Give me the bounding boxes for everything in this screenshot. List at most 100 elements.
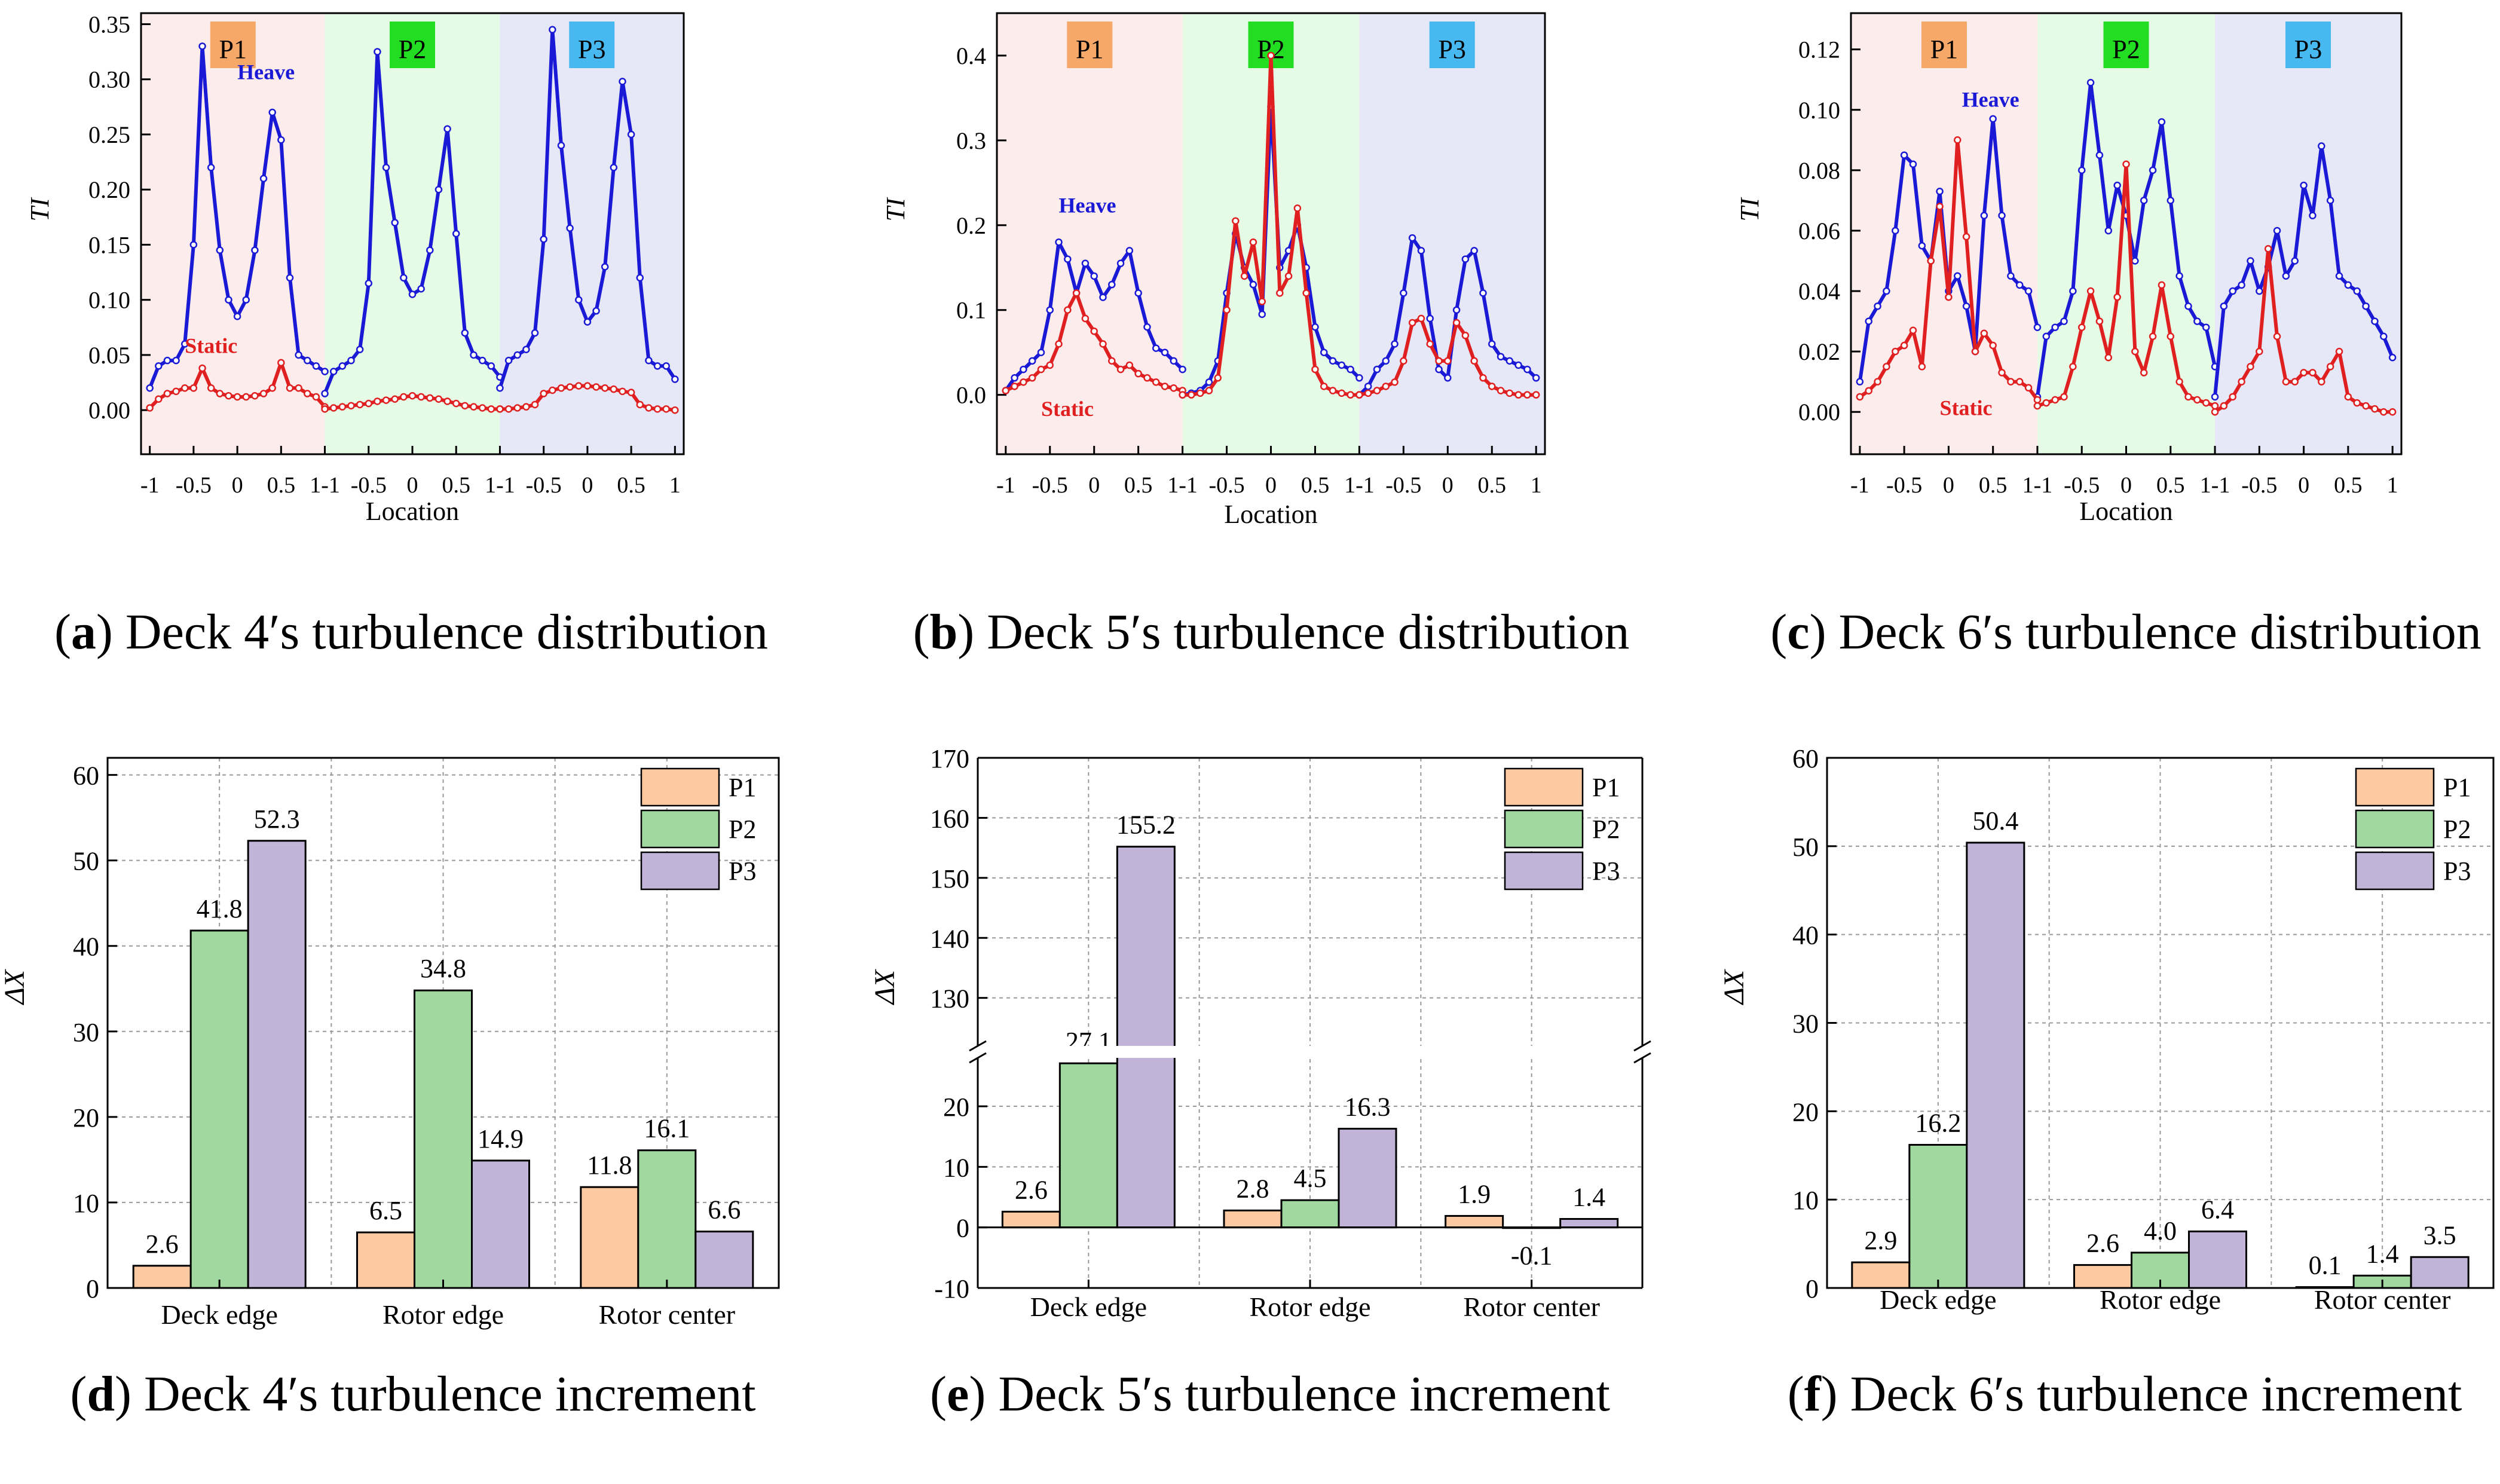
section-band-p2	[2037, 13, 2216, 454]
static-data-point	[1927, 257, 1935, 265]
static-data-point	[2326, 363, 2334, 371]
y-tick-label: 50	[1792, 833, 1819, 862]
static-data-point	[391, 395, 399, 403]
static-data-point	[2309, 369, 2317, 377]
static-data-point	[1090, 327, 1098, 335]
heave-data-point	[1108, 280, 1116, 289]
x-tick-label: 1-1	[485, 473, 515, 498]
bar-p1-deck-edge	[132, 1265, 192, 1289]
heave-data-point	[2202, 323, 2210, 331]
heave-data-point	[2113, 181, 2121, 189]
heave-data-point	[1426, 314, 1434, 323]
x-tick-label: 0.5	[1979, 473, 2008, 498]
y-tick-label: 0.00	[1798, 399, 1840, 426]
static-data-point	[2353, 399, 2361, 407]
heave-data-point	[2104, 227, 2113, 235]
bar-value-label: 16.2	[1915, 1109, 1961, 1138]
y-tick-label: 60	[1792, 744, 1819, 773]
bar-value-label: 2.6	[146, 1229, 179, 1259]
x-axis-label: Location	[1224, 500, 1317, 529]
x-tick-label: -1	[140, 473, 160, 498]
heave-data-point	[531, 329, 539, 337]
bar-panel-f: 0 10 20 30 40 50 60 2.9 16.2 50.4 Deck edge 2.6 4.0 6…	[1718, 744, 2495, 1422]
caption-open-paren: (	[1770, 604, 1787, 660]
static-data-point	[1320, 383, 1328, 390]
bar-p3-rotor-center	[694, 1231, 754, 1289]
static-data-point	[1338, 389, 1346, 397]
static-data-point	[2175, 378, 2183, 385]
section-band-p1	[141, 13, 325, 454]
y-tick-label: 0.4	[956, 42, 986, 69]
static-data-point	[1179, 391, 1186, 399]
y-tick-label: 0.0	[956, 382, 986, 409]
static-data-point	[1152, 378, 1160, 386]
heave-data-point	[408, 290, 417, 298]
axis-break-mark	[1633, 1040, 1651, 1052]
caption-close-paren: )	[96, 604, 113, 660]
bar-value-label: 16.3	[1345, 1093, 1391, 1122]
heave-data-point	[1417, 247, 1425, 255]
static-data-point	[155, 395, 163, 403]
y-tick-label: 0	[1806, 1274, 1819, 1304]
x-tick-label: 0.5	[617, 473, 645, 498]
y-axis-label: ΔX	[869, 969, 901, 1005]
heave-series-label: Heave	[1059, 194, 1116, 218]
heave-data-point	[1258, 310, 1266, 319]
static-data-point	[216, 390, 224, 397]
heave-data-point	[189, 241, 198, 249]
bar-value-label: 50.4	[1972, 806, 2018, 836]
static-data-point	[1900, 341, 1908, 350]
x-tick-label: 0	[1442, 473, 1454, 498]
static-data-point	[1205, 387, 1213, 394]
static-data-point	[1382, 383, 1390, 390]
caption-close-paren: )	[969, 1366, 986, 1422]
heave-data-point	[1020, 365, 1027, 374]
legend-label-p3: P3	[729, 856, 756, 886]
static-data-point	[2318, 378, 2325, 385]
static-data-point	[1488, 383, 1496, 390]
category-label: Deck edge	[1030, 1292, 1147, 1322]
heave-data-point	[1892, 227, 1899, 235]
static-data-point	[1989, 341, 1997, 350]
static-data-point	[1373, 387, 1381, 394]
heave-data-point	[2344, 281, 2352, 289]
static-data-point	[1037, 365, 1045, 374]
heave-data-point	[2273, 227, 2281, 235]
static-data-point	[1444, 357, 1452, 365]
static-data-point	[601, 384, 609, 392]
heave-data-point	[2042, 332, 2051, 341]
heave-data-point	[1143, 323, 1151, 331]
y-tick-label: 10	[73, 1189, 99, 1218]
static-data-point	[2388, 408, 2397, 416]
heave-data-point	[610, 164, 618, 172]
caption-letter: d	[87, 1366, 115, 1422]
bar-p2-deck-edge	[1908, 1144, 1968, 1289]
x-tick-label: 0	[2298, 473, 2309, 498]
y-tick-label: 30	[73, 1018, 99, 1047]
axis-break-mark	[969, 1040, 987, 1052]
static-data-point	[1188, 391, 1195, 399]
static-data-point	[1408, 319, 1416, 327]
static-data-point	[1391, 378, 1399, 386]
heave-data-point	[242, 296, 250, 304]
caption-open-paren: (	[54, 604, 71, 660]
y-tick-label: 0.12	[1798, 36, 1840, 63]
static-data-point	[1874, 378, 1881, 385]
x-tick-label: 1-1	[1344, 473, 1375, 498]
panel-caption-e: (e) Deck 5′s turbulence increment	[930, 1366, 1610, 1422]
heave-data-point	[1488, 340, 1496, 348]
bar-p2-rotor-edge	[414, 989, 473, 1289]
y-tick-label: 0.30	[88, 66, 130, 93]
x-tick-label: -0.5	[1208, 473, 1244, 498]
y-axis-label: TI	[881, 197, 910, 221]
bar-value-label: 2.6	[2086, 1229, 2119, 1258]
category-label: Rotor center	[1463, 1292, 1600, 1322]
bar-p3-rotor-center	[1559, 1218, 1619, 1229]
static-data-point	[557, 384, 565, 392]
category-label: Rotor center	[2314, 1284, 2451, 1315]
heave-data-point	[2371, 317, 2379, 325]
static-data-point	[1856, 393, 1864, 401]
static-data-point	[1945, 293, 1953, 301]
y-tick-label: 0.02	[1798, 338, 1840, 365]
heave-data-point	[627, 130, 635, 139]
